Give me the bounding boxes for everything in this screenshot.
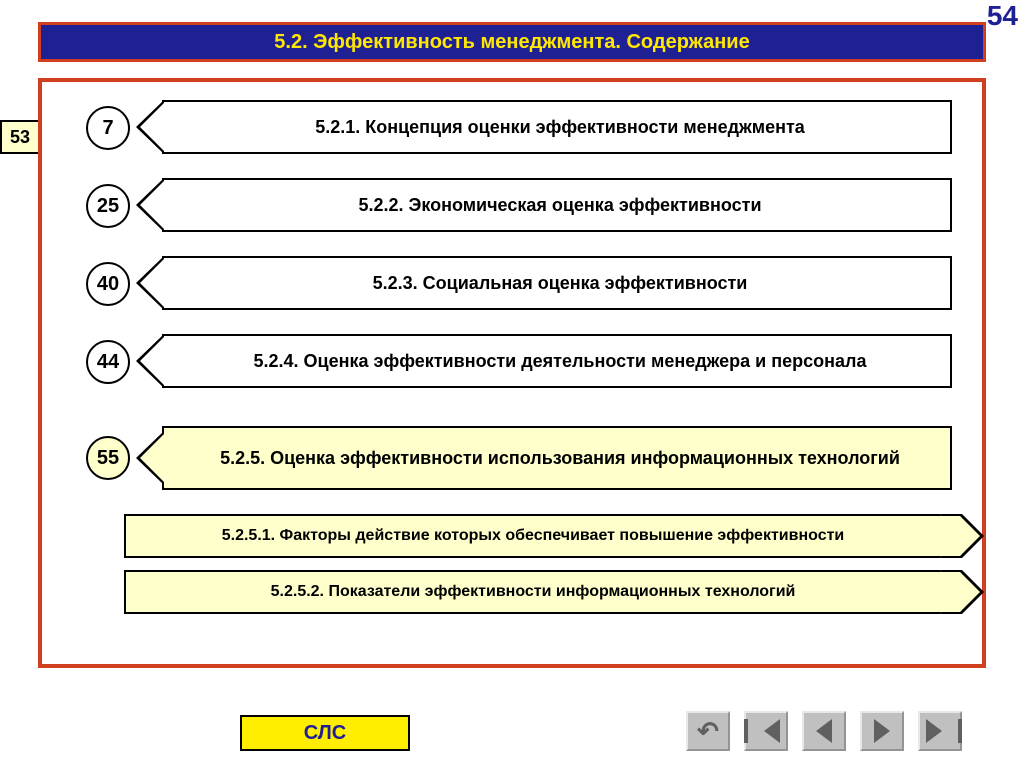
prev-icon xyxy=(816,719,832,743)
arrow-point-fill xyxy=(960,516,980,556)
next-icon xyxy=(874,719,890,743)
last-icon xyxy=(926,719,942,743)
nav-prev-button[interactable] xyxy=(802,711,846,751)
first-icon xyxy=(764,719,780,743)
nav-last-button[interactable] xyxy=(918,711,962,751)
toc-item-text: 5.2.3. Социальная оценка эффективности xyxy=(373,273,748,294)
toc-item-3[interactable]: 5.2.3. Социальная оценка эффективности 4… xyxy=(72,256,972,310)
toc-item-text: 5.2.4. Оценка эффективности деятельности… xyxy=(254,351,867,372)
prev-slide-tab[interactable]: 53 xyxy=(0,120,40,154)
toc-item-number: 40 xyxy=(86,262,130,306)
toc-item-body: 5.2.1. Концепция оценки эффективности ме… xyxy=(162,100,952,154)
toc-item-text: 5.2.1. Концепция оценки эффективности ме… xyxy=(315,117,805,138)
toc-item-text: 5.2.2. Экономическая оценка эффективност… xyxy=(358,195,761,216)
undo-icon: ↶ xyxy=(697,716,719,747)
toc-subitem-2[interactable]: 5.2.5.2. Показатели эффективности информ… xyxy=(124,570,962,614)
toc-item-number: 55 xyxy=(86,436,130,480)
slide-title: 5.2. Эффективность менеджмента. Содержан… xyxy=(38,22,986,62)
toc-item-5[interactable]: 5.2.5. Оценка эффективности использовани… xyxy=(72,426,972,490)
toc-item-number: 25 xyxy=(86,184,130,228)
content-box: 5.2.1. Концепция оценки эффективности ме… xyxy=(38,78,986,668)
nav-first-button[interactable] xyxy=(744,711,788,751)
toc-subitem-1[interactable]: 5.2.5.1. Факторы действие которых обеспе… xyxy=(124,514,962,558)
nav-next-button[interactable] xyxy=(860,711,904,751)
toc-subitem-body: 5.2.5.1. Факторы действие которых обеспе… xyxy=(124,514,962,558)
toc-item-2[interactable]: 5.2.2. Экономическая оценка эффективност… xyxy=(72,178,972,232)
toc-item-body: 5.2.2. Экономическая оценка эффективност… xyxy=(162,178,952,232)
toc-item-text: 5.2.5. Оценка эффективности использовани… xyxy=(220,448,900,469)
sls-button[interactable]: СЛС xyxy=(240,715,410,751)
toc-item-1[interactable]: 5.2.1. Концепция оценки эффективности ме… xyxy=(72,100,972,154)
toc-item-body: 5.2.4. Оценка эффективности деятельности… xyxy=(162,334,952,388)
toc-item-number: 44 xyxy=(86,340,130,384)
toc-item-4[interactable]: 5.2.4. Оценка эффективности деятельности… xyxy=(72,334,972,388)
toc-item-body: 5.2.3. Социальная оценка эффективности xyxy=(162,256,952,310)
arrow-point-fill xyxy=(960,572,980,612)
toc-subitem-text: 5.2.5.1. Факторы действие которых обеспе… xyxy=(222,527,845,545)
footer-nav: СЛС ↶ xyxy=(0,709,1024,751)
toc-subitem-text: 5.2.5.2. Показатели эффективности информ… xyxy=(271,583,796,601)
toc-item-body: 5.2.5. Оценка эффективности использовани… xyxy=(162,426,952,490)
nav-undo-button[interactable]: ↶ xyxy=(686,711,730,751)
page-number: 54 xyxy=(987,0,1018,32)
toc-subitem-body: 5.2.5.2. Показатели эффективности информ… xyxy=(124,570,962,614)
toc-item-number: 7 xyxy=(86,106,130,150)
